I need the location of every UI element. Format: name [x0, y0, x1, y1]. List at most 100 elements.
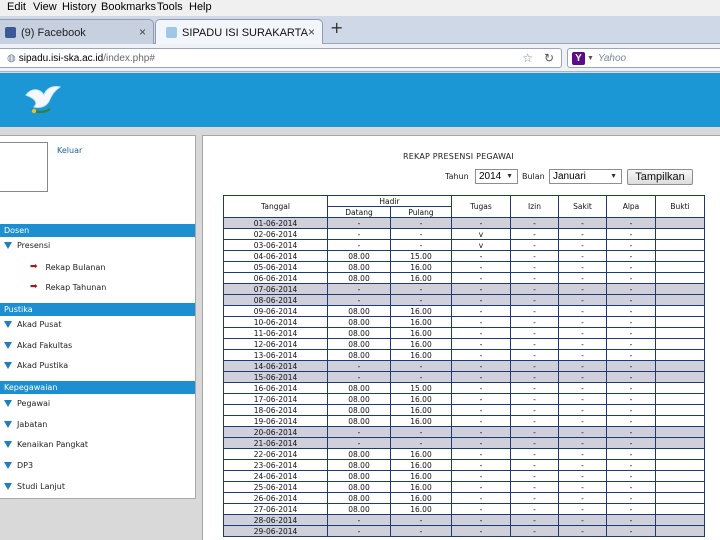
month-value: Januari [553, 171, 586, 182]
url-bar[interactable]: ◍ sipadu.isi-ska.ac.id /index.php# ☆ ↻ [0, 48, 562, 68]
arrow-right-icon: ➡ [30, 282, 38, 292]
close-tab-icon[interactable]: × [307, 25, 315, 39]
cell-tugas: v [451, 239, 511, 251]
cell-tanggal: 22-06-2014 [223, 448, 328, 460]
cell-bukti [655, 228, 705, 240]
cell-alpa: - [606, 316, 656, 328]
cell-bukti [655, 294, 705, 306]
month-select[interactable]: Januari ▼ [549, 169, 622, 184]
table-row: 01-06-2014- - - - - - [223, 217, 705, 229]
cell-izin: - [510, 360, 559, 372]
cell-alpa: - [606, 404, 656, 416]
cell-tanggal: 08-06-2014 [223, 294, 328, 306]
cell-pulang: - [390, 217, 452, 229]
cell-tanggal: 28-06-2014 [223, 514, 328, 526]
attendance-table-body: 01-06-2014- - - - - -02-06-2014- - v - - -03-06-20… [223, 217, 705, 537]
cell-datang: - [327, 217, 391, 229]
triangle-down-icon [4, 362, 12, 369]
triangle-down-icon [4, 321, 12, 328]
cell-pulang: 16.00 [390, 272, 452, 284]
sidebar-item-rekap-bulanan[interactable]: ➡ Rekap Bulanan [30, 262, 105, 272]
cell-pulang: 16.00 [390, 349, 452, 361]
sidebar-item-studi-lanjut[interactable]: Studi Lanjut [4, 482, 65, 491]
cell-alpa: - [606, 492, 656, 504]
cell-pulang: 16.00 [390, 327, 452, 339]
cell-alpa: - [606, 250, 656, 262]
cell-tanggal: 27-06-2014 [223, 503, 328, 515]
cell-pulang: 16.00 [390, 338, 452, 350]
menu-bookmarks[interactable]: Bookmarks [101, 1, 157, 13]
search-bar[interactable]: Y ▼ Yahoo [567, 48, 720, 68]
menu-history[interactable]: History [62, 1, 97, 13]
sidebar-item-presensi[interactable]: Presensi [4, 241, 50, 250]
sidebar-item-rekap-tahunan[interactable]: ➡ Rekap Tahunan [30, 282, 106, 292]
sidebar-item-akad-pustika[interactable]: Akad Pustika [4, 361, 68, 370]
cell-bukti [655, 239, 705, 251]
sidebar-item-akad-pusat[interactable]: Akad Pusat [4, 320, 61, 329]
cell-sakit: - [558, 459, 607, 471]
cell-tanggal: 16-06-2014 [223, 382, 328, 394]
year-select[interactable]: 2014 ▼ [475, 169, 518, 184]
cell-pulang: - [390, 294, 452, 306]
cell-sakit: - [558, 316, 607, 328]
reload-icon[interactable]: ↻ [543, 51, 554, 65]
menu-edit[interactable]: Edit [7, 1, 26, 13]
sidebar-item-label: Akad Pusat [17, 320, 62, 329]
sidebar-item-akad-fakultas[interactable]: Akad Fakultas [4, 341, 72, 350]
chevron-down-icon[interactable]: ▼ [587, 54, 594, 62]
sidebar-item-kenaikan-pangkat[interactable]: Kenaikan Pangkat [4, 440, 88, 449]
col-header-sakit: Sakit [558, 195, 607, 218]
cell-alpa: - [606, 459, 656, 471]
yahoo-icon[interactable]: Y [572, 51, 585, 65]
menu-view[interactable]: View [33, 1, 57, 13]
new-tab-button[interactable]: + [330, 18, 344, 37]
bookmark-star-icon[interactable]: ☆ [522, 51, 533, 65]
tab-sipadu[interactable]: SIPADU ISI SURAKARTA × [155, 19, 323, 45]
col-header-tanggal: Tanggal [223, 195, 328, 218]
cell-sakit: - [558, 382, 607, 394]
sidebar-item-jabatan[interactable]: Jabatan [4, 420, 47, 429]
section-pustika: Pustika [0, 303, 195, 316]
cell-bukti [655, 382, 705, 394]
table-row: 29-06-2014- - - - - - [223, 525, 705, 537]
col-header-bukti: Bukti [655, 195, 705, 218]
cell-datang: 08.00 [327, 448, 391, 460]
table-row: 03-06-2014- - v - - - [223, 239, 705, 251]
cell-datang: - [327, 371, 391, 383]
cell-izin: - [510, 492, 559, 504]
menu-help[interactable]: Help [189, 1, 212, 13]
cell-pulang: - [390, 426, 452, 438]
cell-tugas: - [451, 272, 511, 284]
cell-izin: - [510, 525, 559, 537]
cell-alpa: - [606, 261, 656, 273]
menu-tools[interactable]: Tools [157, 1, 183, 13]
cell-pulang: 16.00 [390, 393, 452, 405]
cell-pulang: 16.00 [390, 316, 452, 328]
cell-tanggal: 10-06-2014 [223, 316, 328, 328]
cell-alpa: - [606, 294, 656, 306]
tampilkan-button[interactable]: Tampilkan [627, 169, 693, 185]
logout-link[interactable]: Keluar [57, 146, 83, 155]
sidebar-item-dp3[interactable]: DP3 [4, 461, 33, 470]
cell-sakit: - [558, 283, 607, 295]
cell-bukti [655, 327, 705, 339]
cell-tanggal: 18-06-2014 [223, 404, 328, 416]
cell-izin: - [510, 470, 559, 482]
cell-sakit: - [558, 481, 607, 493]
cell-alpa: - [606, 448, 656, 460]
cell-izin: - [510, 327, 559, 339]
col-header-hadir: Hadir [327, 195, 452, 207]
chevron-down-icon: ▼ [610, 173, 617, 180]
tab-facebook[interactable]: (9) Facebook × [0, 19, 154, 45]
cell-bukti [655, 426, 705, 438]
cell-sakit: - [558, 371, 607, 383]
sidebar-item-pegawai[interactable]: Pegawai [4, 399, 50, 408]
chevron-down-icon: ▼ [506, 173, 513, 180]
table-row: 18-06-2014 08.00 16.00- - - - [223, 404, 705, 416]
cell-datang: 08.00 [327, 404, 391, 416]
cell-pulang: - [390, 228, 452, 240]
table-row: 27-06-2014 08.00 16.00- - - - [223, 503, 705, 515]
cell-pulang: 16.00 [390, 305, 452, 317]
close-tab-icon[interactable]: × [138, 25, 146, 39]
cell-sakit: - [558, 294, 607, 306]
